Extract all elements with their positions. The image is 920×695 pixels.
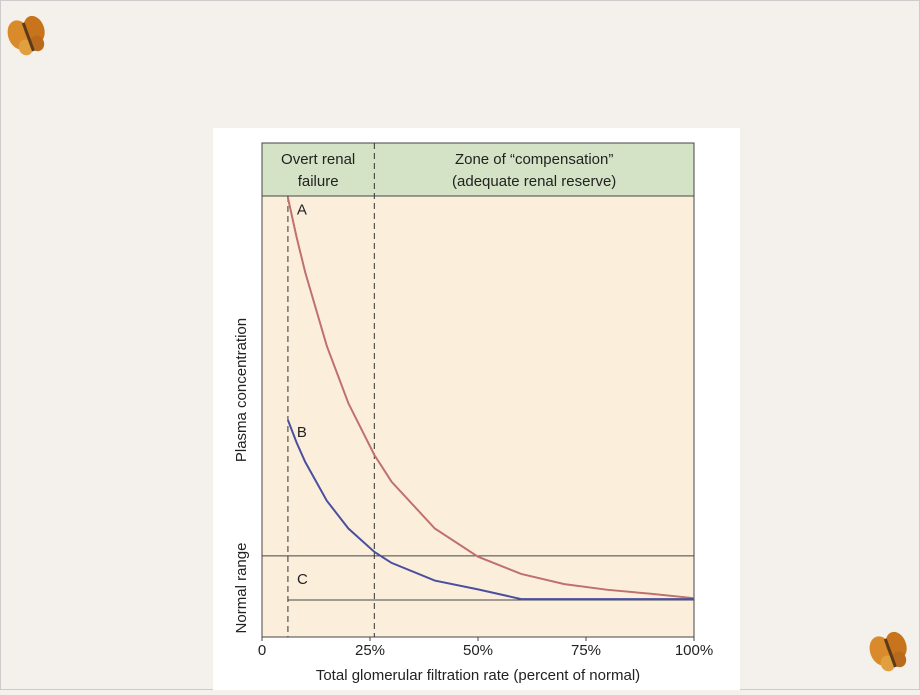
- zone-label: Overt renal: [281, 151, 355, 168]
- y-axis-title: Plasma concentration: [233, 318, 250, 462]
- range-annotation: C: [297, 571, 308, 588]
- x-axis-title: Total glomerular filtration rate (percen…: [316, 667, 640, 684]
- curve: [286, 197, 695, 600]
- plot-bg: [262, 143, 694, 637]
- butterfly-bottom: [869, 631, 907, 672]
- x-tick-label: 75%: [571, 642, 601, 659]
- butterfly-top: [7, 15, 45, 56]
- x-tick-label: 25%: [355, 642, 385, 659]
- x-tick-label: 100%: [675, 642, 713, 659]
- zone-label: failure: [298, 173, 339, 190]
- zone-label: (adequate renal reserve): [452, 173, 616, 190]
- chart-layer: Overt renal failure Zone of “compensation”…: [258, 143, 713, 659]
- curve: [286, 419, 694, 601]
- zone-header: [262, 143, 694, 196]
- x-tick-label: 0: [258, 642, 266, 659]
- curve-label: A: [297, 202, 307, 219]
- range-title: Normal range: [233, 543, 250, 634]
- x-tick-label: 50%: [463, 642, 493, 659]
- curve-label: B: [297, 424, 307, 441]
- zone-label: Zone of “compensation”: [455, 151, 613, 168]
